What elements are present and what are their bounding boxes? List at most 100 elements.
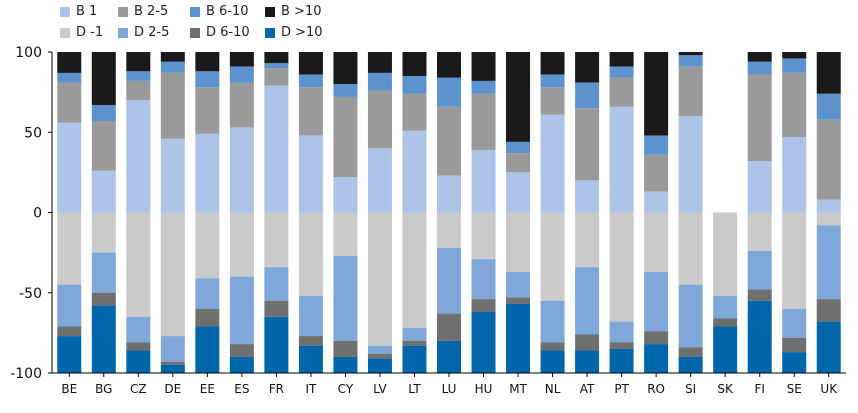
bar-segment xyxy=(609,212,634,322)
bar-segment xyxy=(471,259,496,300)
x-tick-label: CZ xyxy=(130,382,147,396)
bar-segment xyxy=(747,61,772,75)
bar-segment xyxy=(367,52,392,73)
bar-segment xyxy=(747,212,772,252)
bar-segment xyxy=(747,74,772,162)
bar-segment xyxy=(816,119,841,200)
bar-segment xyxy=(126,52,151,72)
bar-segment xyxy=(195,52,220,72)
bar-segment xyxy=(91,252,116,293)
bar-segment xyxy=(575,334,600,351)
bar-segment xyxy=(298,212,323,296)
bar-segment xyxy=(506,212,531,272)
bar-segment xyxy=(126,350,151,373)
bar-segment xyxy=(91,305,116,373)
bar-segment xyxy=(264,52,289,64)
bar-segment xyxy=(160,72,185,139)
bar-segment xyxy=(402,93,427,131)
legend-item: B >10 xyxy=(265,4,322,19)
bar-segment xyxy=(713,212,738,296)
x-tick-label: MT xyxy=(509,382,527,396)
bar-segment xyxy=(57,52,82,73)
x-tick-label: EE xyxy=(200,382,215,396)
bar-segment xyxy=(678,356,703,373)
bar-segment xyxy=(229,212,254,277)
legend-item: D 6-10 xyxy=(190,25,250,40)
bar-segment xyxy=(747,52,772,62)
bar-segment xyxy=(333,52,358,85)
bar-segment xyxy=(713,318,738,327)
bar-segment xyxy=(264,85,289,213)
legend-label: B 1 xyxy=(76,4,98,19)
y-tick-label: -50 xyxy=(19,286,42,302)
x-tick-label: BG xyxy=(95,382,112,396)
bar-segment xyxy=(471,149,496,213)
bar-segment xyxy=(644,212,669,272)
bar-segment xyxy=(747,161,772,213)
bar-segment xyxy=(609,321,634,343)
bar-segment xyxy=(678,284,703,348)
bar-segment xyxy=(609,52,634,67)
bar-segment xyxy=(816,52,841,94)
bar-segment xyxy=(782,137,807,213)
x-tick-label: SI xyxy=(685,382,696,396)
bar-segment xyxy=(126,100,151,213)
bar-segment xyxy=(333,177,358,213)
bar-segment xyxy=(506,303,531,373)
bar-segment xyxy=(609,348,634,373)
legend-swatch xyxy=(118,27,128,38)
bar-segment xyxy=(57,212,82,285)
bar-segment xyxy=(506,153,531,173)
bar-segment xyxy=(506,141,531,154)
bar-segment xyxy=(57,326,82,337)
bar-segment xyxy=(298,52,323,75)
bar-segment xyxy=(229,276,254,345)
x-tick-label: FI xyxy=(754,382,764,396)
bar-segment xyxy=(264,212,289,268)
bar-segment xyxy=(644,135,669,155)
bar-segment xyxy=(160,336,185,362)
bar-segment xyxy=(367,358,392,373)
bar-segment xyxy=(298,295,323,337)
bar-segment xyxy=(782,337,807,353)
legend-label: B >10 xyxy=(281,4,322,19)
bar-segment xyxy=(367,353,392,359)
bar-segment xyxy=(816,299,841,322)
x-tick-label: SK xyxy=(717,382,734,396)
x-tick-label: FR xyxy=(269,382,284,396)
bar-segment xyxy=(471,299,496,313)
bar-segment xyxy=(57,336,82,373)
bar-segment xyxy=(782,58,807,73)
bar-segment xyxy=(160,361,185,365)
legend-swatch xyxy=(118,6,128,17)
bar-segment xyxy=(540,52,565,75)
bar-segment xyxy=(816,199,841,213)
bar-segment xyxy=(540,74,565,88)
x-tick-label: AT xyxy=(580,382,595,396)
bar-segment xyxy=(575,180,600,213)
bar-segment xyxy=(402,340,427,346)
legend-swatch xyxy=(60,27,70,38)
bar-segment xyxy=(609,342,634,349)
legend-item: B 1 xyxy=(60,4,97,19)
bar-segment xyxy=(402,130,427,213)
bar-segment xyxy=(540,87,565,115)
bar-segment xyxy=(575,212,600,268)
bar-segment xyxy=(782,308,807,338)
bar-segment xyxy=(195,212,220,279)
legend-swatch xyxy=(265,27,275,38)
bar-segment xyxy=(437,175,461,213)
bar-segment xyxy=(367,148,392,213)
bar-segment xyxy=(782,52,807,59)
bar-segment xyxy=(816,321,841,373)
bar-segment xyxy=(57,82,82,123)
bar-segment xyxy=(126,316,151,343)
legend-item: D -1 xyxy=(60,25,103,40)
bar-segment xyxy=(229,52,254,67)
bar-segment xyxy=(298,74,323,88)
bar-segment xyxy=(333,96,358,178)
bar-segment xyxy=(195,278,220,309)
bar-segment xyxy=(195,133,220,213)
bar-segment xyxy=(575,350,600,373)
